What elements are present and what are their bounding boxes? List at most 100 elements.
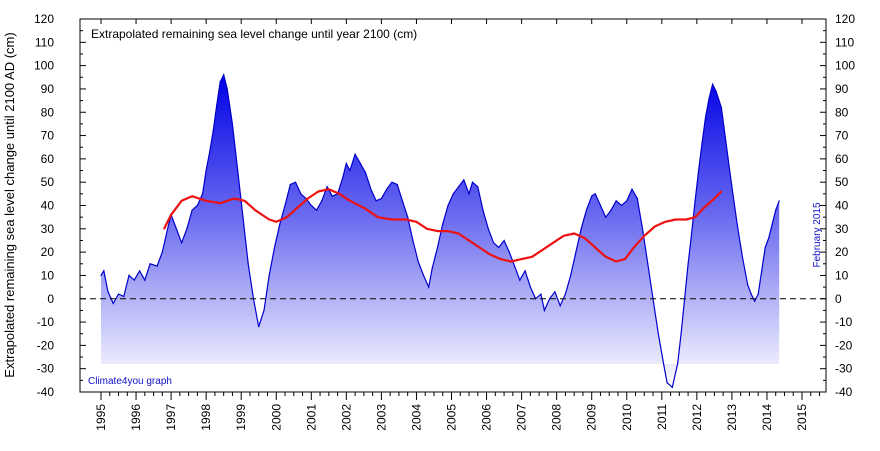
running-mean-point [531, 255, 533, 258]
running-mean-point [583, 237, 586, 239]
running-mean-point [633, 246, 635, 249]
right-y-tick-label: -10 [835, 315, 853, 329]
area-data-point [284, 204, 286, 207]
area-data-point [768, 237, 770, 239]
right-y-tick-label: 90 [835, 82, 849, 96]
area-data-point [139, 270, 141, 272]
area-data-point [778, 200, 780, 202]
area-data-point [258, 326, 260, 328]
area-data-point [263, 309, 265, 311]
area-data-point [720, 107, 723, 109]
running-mean-point [594, 246, 596, 249]
x-tick-label: 2011 [655, 404, 669, 430]
left-y-tick-label: 60 [41, 152, 55, 166]
left-y-tick-label: 120 [34, 12, 54, 26]
area-data-point [559, 305, 561, 307]
area-data-point [316, 209, 318, 211]
x-tick-label: 2002 [339, 404, 353, 431]
area-data-point [463, 179, 465, 181]
right-y-tick-label: 70 [835, 129, 849, 143]
area-data-point [680, 333, 682, 335]
area-data-point [436, 246, 439, 249]
right-y-tick-label: 120 [835, 12, 855, 26]
x-tick-label: 2003 [374, 404, 388, 431]
area-data-point [123, 295, 125, 297]
running-mean-point [703, 207, 705, 209]
running-mean-point [468, 239, 470, 242]
running-mean-point [541, 249, 544, 251]
running-mean-point [391, 218, 393, 221]
area-data-point [247, 263, 249, 265]
area-data-point [144, 279, 146, 281]
right-y-tick-label: 30 [835, 222, 849, 236]
y-axis-title: Extrapolated remaining sea level change … [2, 32, 17, 377]
area-data-point [407, 216, 409, 218]
right-y-tick-label: 0 [835, 292, 842, 306]
x-axis: 1995 1996 1997 1998 1999 2000 2001 2002 2003 2004… [94, 19, 821, 431]
running-mean-point [552, 242, 554, 244]
area-data-point [580, 228, 582, 230]
area-data-point [498, 246, 500, 249]
area-data-point [365, 172, 367, 174]
running-mean-point [457, 232, 460, 235]
x-tick-label: 2008 [550, 404, 564, 431]
running-mean-point [675, 218, 677, 221]
area-data-point [191, 209, 193, 211]
area-data-point [761, 270, 763, 272]
running-mean-point [254, 209, 256, 211]
x-tick-label: 2014 [760, 404, 774, 431]
area-data-point [641, 228, 644, 230]
left-y-tick-label: 30 [41, 222, 55, 236]
running-mean-point [604, 255, 607, 258]
area-data-point [750, 293, 752, 295]
area-data-point [107, 291, 109, 293]
x-tick-label: 1995 [94, 404, 108, 431]
x-tick-label: 2001 [304, 404, 318, 431]
area-data-point [570, 274, 572, 276]
running-mean-point [191, 195, 193, 197]
area-data-point [594, 193, 596, 195]
area-data-point [156, 265, 158, 267]
area-data-point [186, 228, 188, 230]
x-tick-label: 2004 [409, 404, 423, 431]
x-tick-label: 2007 [515, 404, 529, 431]
area-data-point [391, 181, 393, 183]
area-data-point [112, 302, 114, 304]
area-data-point [401, 200, 403, 202]
area-data-point [757, 293, 759, 295]
area-data-point [694, 200, 696, 202]
area-data-point [514, 265, 516, 267]
area-data-point [202, 193, 204, 195]
area-data-point [626, 200, 628, 202]
running-mean-series [163, 188, 723, 263]
running-mean-point [436, 230, 439, 232]
running-mean-point [426, 228, 428, 230]
x-tick-label: 2015 [795, 404, 809, 431]
running-mean-point [573, 232, 575, 235]
area-data-point [167, 228, 169, 230]
running-mean-point [307, 197, 309, 200]
right-y-axis: -40 -30 -20 -10 0 10 20 30 40 50 60 70 80 90 100 110 120 [820, 12, 855, 399]
running-mean-point [275, 221, 278, 223]
x-tick-label: 2013 [725, 404, 739, 431]
running-mean-point [694, 216, 696, 218]
area-data-point [564, 293, 567, 295]
running-mean-point [643, 235, 646, 237]
area-data-point [529, 286, 532, 288]
area-data-point [771, 223, 773, 225]
right-y-tick-label: -30 [835, 362, 853, 376]
area-data-point [452, 193, 454, 195]
right-y-tick-label: 80 [835, 105, 849, 119]
running-mean-point [447, 230, 449, 232]
area-data-point [133, 279, 135, 281]
x-tick-label: 1998 [199, 404, 213, 431]
area-data-point [349, 169, 351, 172]
running-mean-point [317, 190, 320, 193]
area-data-point [647, 263, 649, 265]
area-data-point [103, 270, 105, 272]
area-data-point [457, 186, 460, 188]
area-data-point [289, 183, 291, 186]
area-data-point [149, 263, 151, 265]
running-mean-point [624, 258, 626, 260]
